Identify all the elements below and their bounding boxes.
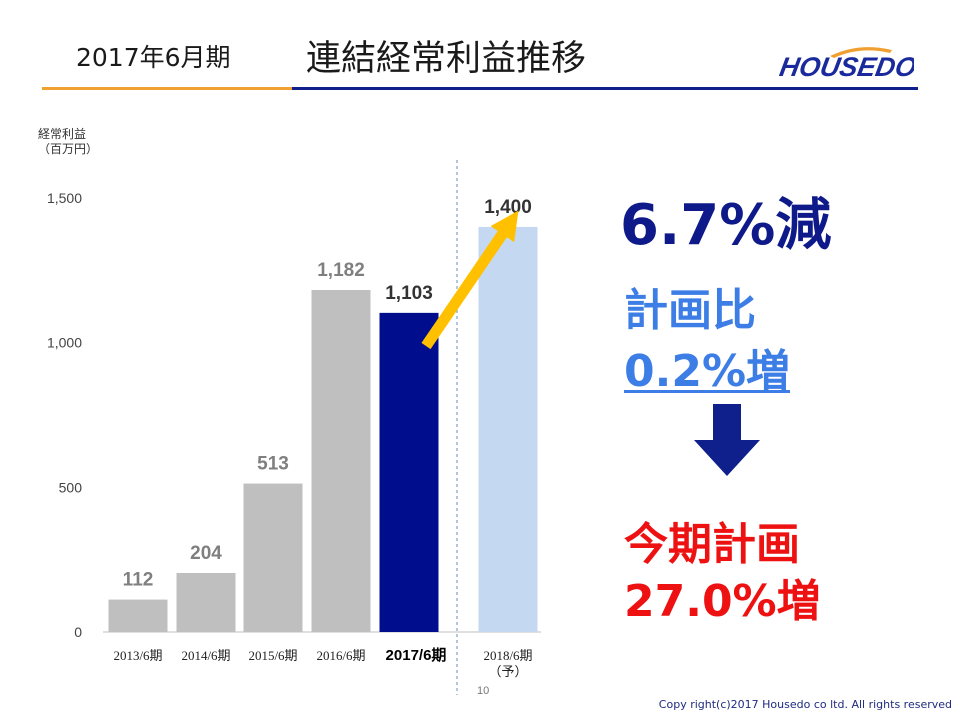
y-tick-label: 500 [59,479,83,495]
bars [108,226,538,632]
y-axis-title: 経常利益 （百万円） [38,127,98,157]
copyright: Copy right(c)2017 Housedo co ltd. All ri… [658,698,952,711]
plan-ratio-value: 0.2%増 [624,346,791,397]
x-tick-label: 2018/6期 [483,648,532,663]
x-tick-label: 2013/6期 [113,648,162,663]
current-plan-value: 27.0%増 [624,576,821,627]
y-tick-label: 1,500 [47,190,82,206]
y-axis-ticks: 0 500 1,000 1,500 [47,190,82,640]
x-tick-forecast-label: （予） [488,664,527,679]
header-rule-orange [42,87,292,90]
logo-roof-swoosh [830,47,892,58]
y-axis-title-line2: （百万円） [38,142,99,156]
bar [108,599,168,632]
growth-arrow [421,210,519,350]
bar [176,572,236,632]
bar-value-label: 1,182 [317,260,365,281]
bar-value-label: 1,103 [385,283,433,304]
bar-value-label: 112 [123,570,154,591]
y-axis-title-line1: 経常利益 [38,127,87,141]
bar [311,290,371,632]
x-tick-label: 2014/6期 [181,648,230,663]
logo-text: HOUSEDO [777,51,914,82]
plan-ratio-label: 計画比 [624,285,756,336]
header-period: 2017年6月期 [76,43,231,72]
x-tick-label: 2017/6期 [386,646,447,664]
page-number: 10 [477,685,490,697]
bar [379,312,439,632]
current-plan-label: 今期計画 [624,519,800,570]
category-labels: 2013/6期 2014/6期 2015/6期 2016/6期 2017/6期 2018/… [113,646,532,679]
bar-value-label: 513 [257,454,289,475]
x-tick-label: 2016/6期 [316,648,365,663]
bar [478,226,538,632]
bar-value-label: 1,400 [484,197,532,218]
decrease-callout: 6.7%減 [620,193,832,258]
y-tick-label: 0 [74,624,82,640]
header-rule-navy [292,87,918,90]
bar [243,483,303,632]
x-tick-label: 2015/6期 [248,648,297,663]
down-arrow-icon [694,404,760,476]
housedo-logo: HOUSEDO [777,47,914,82]
page-title: 連結経常利益推移 [306,39,587,79]
bar-value-label: 204 [190,543,222,564]
y-tick-label: 1,000 [47,335,82,351]
